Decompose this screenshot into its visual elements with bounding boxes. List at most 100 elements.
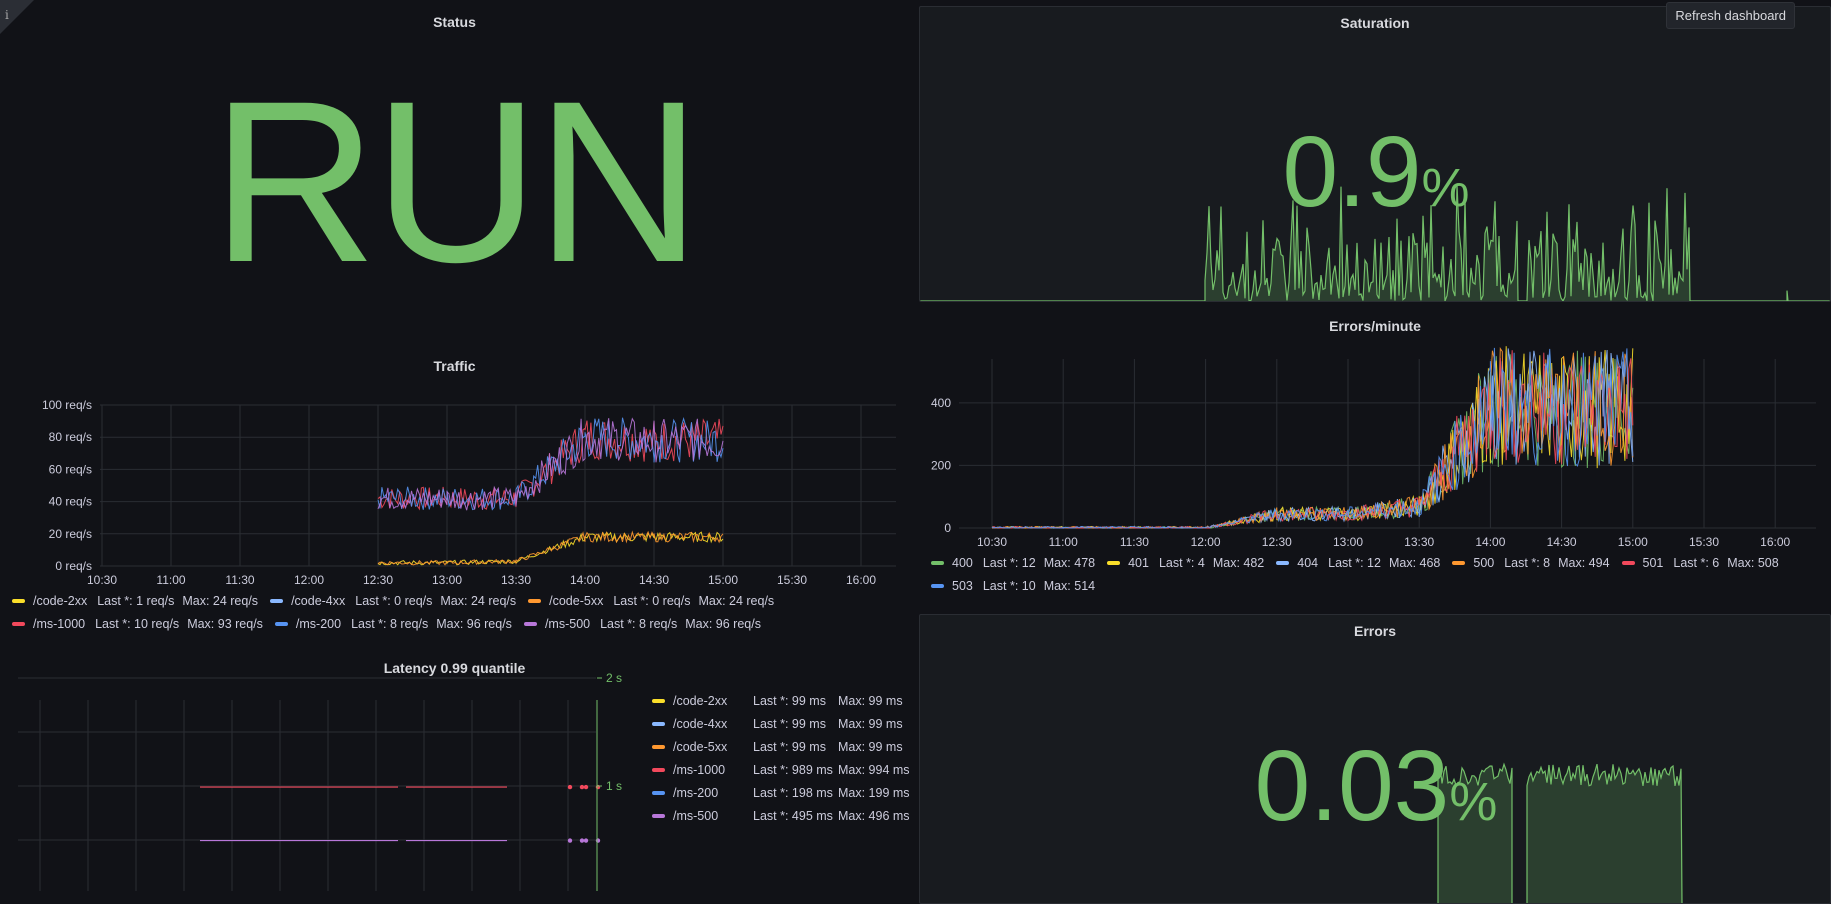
saturation-number: 0.9 — [1282, 116, 1422, 228]
traffic-legend: /code-2xx Last *: 1 req/s Max: 24 req/s/co… — [12, 590, 786, 636]
legend-max-value: Max: 468 — [1388, 556, 1441, 570]
panel-title[interactable]: Traffic — [433, 358, 476, 374]
x-tick-label: 13:00 — [1333, 535, 1363, 549]
legend-max-value: Max: 514 — [1043, 579, 1096, 593]
x-tick-label: 12:00 — [294, 573, 324, 587]
x-tick-label: 14:30 — [639, 573, 669, 587]
panel-title[interactable]: Saturation — [1340, 15, 1410, 31]
legend-swatch — [523, 621, 537, 626]
legend-swatch — [1276, 560, 1290, 565]
legend-item[interactable]: /ms-1000 Last *: 989 ms Max: 994 ms — [652, 759, 910, 782]
refresh-dashboard-tooltip: Refresh dashboard — [1666, 2, 1795, 29]
legend-last-value: Last *: 989 ms — [753, 763, 833, 777]
legend-item[interactable]: /code-5xx Last *: 99 ms Max: 99 ms — [652, 736, 910, 759]
legend-swatch — [652, 721, 665, 726]
legend-last-value: Last *: 12 — [982, 556, 1036, 570]
x-tick-label: 14:00 — [1475, 535, 1505, 549]
legend-item[interactable]: /ms-200 Last *: 198 ms Max: 199 ms — [652, 782, 910, 805]
legend-series-name: /ms-200 — [673, 786, 719, 800]
x-tick-label: 10:30 — [977, 535, 1007, 549]
saturation-sparkline — [920, 184, 1830, 301]
series-point — [567, 838, 573, 843]
legend-max-value: Max: 508 — [1727, 556, 1779, 570]
legend-swatch — [652, 698, 665, 703]
legend-series-name: 401 — [1128, 556, 1149, 570]
legend-item[interactable]: 400 Last *: 12 Max: 478 — [931, 552, 1095, 575]
legend-item[interactable]: /code-2xx Last *: 1 req/s Max: 24 req/s — [12, 590, 258, 613]
errors-sparkline — [1437, 762, 1683, 903]
errors-panel: Errors 0.03% — [919, 614, 1831, 904]
legend-item[interactable]: /code-5xx Last *: 0 req/s Max: 24 req/s — [528, 590, 774, 613]
legend-series-name: /code-5xx — [549, 594, 604, 608]
legend-item[interactable]: 503 Last *: 10 Max: 514 — [931, 575, 1095, 598]
legend-last-value: Last *: 99 ms — [753, 740, 826, 754]
legend-item[interactable]: /ms-500 Last *: 8 req/s Max: 96 req/s — [523, 613, 761, 636]
y-tick-label: 40 req/s — [49, 495, 92, 509]
errors-unit: % — [1449, 772, 1498, 832]
legend-swatch — [652, 767, 665, 772]
panel-title[interactable]: Status — [433, 14, 476, 30]
legend-item[interactable]: /code-4xx Last *: 99 ms Max: 99 ms — [652, 713, 910, 736]
errors-number: 0.03 — [1254, 730, 1450, 842]
series-line — [377, 417, 724, 511]
legend-item[interactable]: /ms-500 Last *: 495 ms Max: 496 ms — [652, 805, 910, 828]
legend-item[interactable]: 501 Last *: 6 Max: 508 — [1621, 552, 1779, 575]
legend-series-name: 400 — [952, 556, 973, 570]
x-tick-label: 15:00 — [1618, 535, 1648, 549]
panel-info-corner[interactable] — [0, 0, 34, 34]
legend-item[interactable]: /code-4xx Last *: 0 req/s Max: 24 req/s — [270, 590, 516, 613]
series-point — [579, 784, 585, 790]
legend-swatch — [274, 621, 288, 626]
legend-last-value: Last *: 99 ms — [753, 717, 826, 731]
legend-max-value: Max: 93 req/s — [187, 617, 263, 631]
legend-swatch — [270, 598, 284, 603]
y-tick-label: 200 — [931, 458, 951, 472]
traffic-panel: Traffic 0 req/s 20 req/s 40 req/s 60 req/s 8… — [0, 350, 909, 650]
panel-title[interactable]: Errors/minute — [1329, 318, 1421, 334]
x-tick-label: 12:30 — [1262, 535, 1292, 549]
legend-series-name: /code-2xx — [33, 594, 88, 608]
legend-swatch — [1107, 560, 1121, 565]
legend-series-name: /ms-1000 — [673, 763, 726, 777]
legend-last-value: Last *: 0 req/s — [613, 594, 691, 608]
legend-max-value: Max: 99 ms — [838, 740, 903, 754]
x-tick-label: 13:00 — [432, 573, 462, 587]
latency-chart: 1 s 2 s — [18, 671, 622, 891]
legend-max-value: Max: 99 ms — [838, 694, 903, 708]
legend-last-value: Last *: 6 — [1673, 556, 1720, 570]
status-panel: i Status RUN — [0, 0, 909, 340]
legend-item[interactable]: /code-2xx Last *: 99 ms Max: 99 ms — [652, 690, 910, 713]
x-tick-label: 16:00 — [1760, 535, 1790, 549]
x-tick-label: 11:00 — [1049, 535, 1078, 549]
errors-minute-panel: Errors/minute 0 200 400 10:30 11:00 11:30 12:0… — [919, 304, 1831, 604]
series-point — [583, 784, 589, 790]
y-tick-label: 100 req/s — [42, 398, 92, 412]
legend-item[interactable]: /ms-1000 Last *: 10 req/s Max: 93 req/s — [12, 613, 263, 636]
panel-title[interactable]: Latency 0.99 quantile — [383, 660, 526, 676]
info-icon[interactable]: i — [5, 8, 9, 22]
x-tick-label: 15:00 — [708, 573, 738, 587]
panel-title[interactable]: Errors — [1353, 623, 1397, 639]
traffic-chart: 0 req/s 20 req/s 40 req/s 60 req/s 80 req/s 1… — [42, 398, 896, 587]
sparkline-line — [920, 184, 1830, 301]
y-tick-label: 80 req/s — [49, 430, 92, 444]
legend-item[interactable]: /ms-200 Last *: 8 req/s Max: 96 req/s — [274, 613, 512, 636]
legend-last-value: Last *: 1 req/s — [97, 594, 175, 608]
legend-series-name: 501 — [1642, 556, 1664, 570]
legend-item[interactable]: 500 Last *: 8 Max: 494 — [1452, 552, 1610, 575]
legend-item[interactable]: 404 Last *: 12 Max: 468 — [1276, 552, 1440, 575]
legend-series-name: /code-4xx — [673, 717, 728, 731]
legend-swatch — [12, 621, 25, 626]
legend-last-value: Last *: 8 — [1504, 556, 1551, 570]
legend-last-value: Last *: 4 — [1158, 556, 1205, 570]
legend-swatch — [528, 598, 542, 603]
legend-item[interactable]: 401 Last *: 4 Max: 482 — [1107, 552, 1264, 575]
legend-max-value: Max: 994 ms — [838, 763, 910, 777]
x-tick-label: 11:30 — [1120, 535, 1149, 549]
y-tick-label: 1 s — [606, 779, 622, 793]
legend-swatch — [12, 598, 25, 603]
errors-minute-chart: 0 200 400 10:30 11:00 11:30 12:00 12:30 13:00 13:… — [931, 346, 1816, 549]
latency-legend: /code-2xx Last *: 99 ms Max: 99 ms/code-4x… — [652, 690, 910, 828]
x-tick-label: 13:30 — [501, 573, 531, 587]
saturation-value: 0.9% — [920, 116, 1830, 243]
